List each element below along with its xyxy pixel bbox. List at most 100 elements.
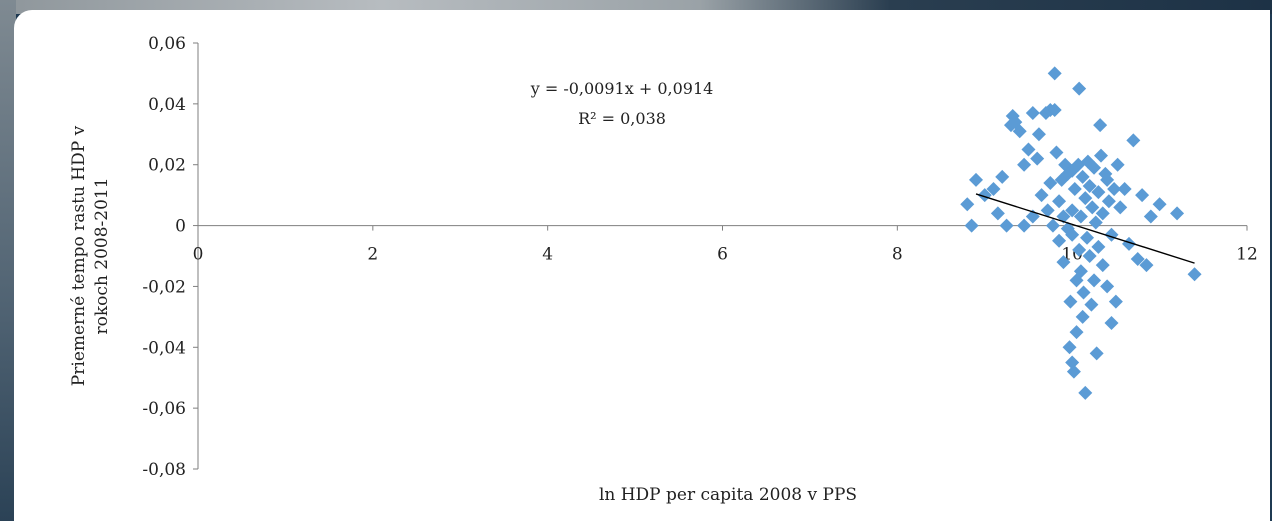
scatter-point	[1075, 169, 1090, 184]
scatter-point	[1045, 218, 1060, 233]
scatter-point	[1047, 102, 1062, 117]
scatter-point	[1052, 233, 1067, 248]
scatter-point	[1117, 182, 1132, 197]
scatter-point	[1107, 182, 1122, 197]
scatter-point	[1187, 267, 1202, 282]
scatter-point	[1065, 355, 1080, 370]
scatter-point	[990, 206, 1005, 221]
scatter-point	[1091, 239, 1106, 254]
scatter-point	[1085, 200, 1100, 215]
y-tick-label: -0,06	[142, 399, 186, 419]
scatter-point	[1034, 188, 1049, 203]
scatter-point	[1108, 294, 1123, 309]
scatter-point	[1094, 148, 1109, 163]
scatter-point	[1072, 81, 1087, 96]
scatter-point	[1047, 66, 1062, 81]
y-tick-label: 0	[175, 217, 186, 237]
scatter-chart: 0,06 0,04 0,02 0 -0,02 -0,04 -0,06 -0,08 0 2 4 6 8 1…	[69, 34, 1258, 505]
chart-panel: 0,06 0,04 0,02 0 -0,02 -0,04 -0,06 -0,08 0 2 4 6 8 1…	[14, 10, 1270, 521]
scatter-point	[1078, 385, 1093, 400]
scatter-point	[1095, 206, 1110, 221]
scatter-point	[1082, 249, 1097, 263]
scatter-point	[1031, 127, 1046, 142]
scatter-point	[1062, 340, 1077, 355]
scatter-point	[1078, 191, 1093, 206]
scatter-point	[1012, 124, 1027, 139]
y-axis: 0,06 0,04 0,02 0 -0,02 -0,04 -0,06 -0,08	[142, 34, 199, 480]
scatter-point	[1088, 215, 1103, 230]
scatter-point	[1100, 279, 1115, 294]
scatter-point	[1069, 325, 1084, 340]
scatter-point	[969, 172, 984, 187]
scatter-point	[1089, 346, 1104, 361]
scatter-point	[1101, 194, 1116, 209]
scatter-point	[1030, 151, 1045, 166]
scatter-point	[1017, 157, 1032, 172]
scatter-point	[1110, 157, 1125, 172]
scatter-point	[1025, 209, 1040, 224]
y-axis-title-line1: Priemerné tempo rastu HDP v	[69, 125, 89, 386]
scatter-point	[1073, 209, 1088, 224]
y-tick-label: -0,04	[142, 338, 186, 358]
scatter-point	[1152, 197, 1167, 212]
scatter-point	[1065, 227, 1080, 242]
x-tick-label: 4	[542, 245, 553, 265]
x-tick-label: 12	[1236, 245, 1258, 265]
trendline-r-squared: R² = 0,038	[578, 109, 666, 128]
scatter-point	[1073, 264, 1088, 279]
background-edge	[0, 0, 16, 521]
x-tick-label: 6	[717, 245, 728, 265]
scatter-point	[1087, 160, 1102, 175]
y-axis-title-line2: rokoch 2008-2011	[92, 177, 112, 334]
y-tick-label: -0,02	[142, 277, 186, 297]
x-tick-label: 0	[193, 245, 204, 265]
scatter-point	[1126, 133, 1141, 148]
scatter-point	[1100, 172, 1115, 187]
y-tick-label: 0,02	[148, 156, 186, 176]
x-axis-title: ln HDP per capita 2008 v PPS	[599, 485, 857, 505]
scatter-point	[1072, 242, 1087, 257]
scatter-point	[1063, 294, 1078, 309]
scatter-point	[1066, 364, 1081, 379]
x-tick-label: 8	[892, 245, 903, 265]
scatter-point	[1075, 309, 1090, 324]
scatter-point	[1170, 206, 1185, 221]
scatter-point	[999, 218, 1014, 233]
scatter-point	[1040, 203, 1055, 218]
scatter-point	[964, 218, 979, 233]
scatter-point	[1093, 118, 1108, 133]
scatter-point	[1143, 209, 1158, 224]
scatter-point	[1021, 142, 1036, 157]
data-points	[960, 66, 1202, 400]
scatter-point	[977, 188, 992, 203]
scatter-point	[1087, 273, 1102, 288]
scatter-point	[1104, 315, 1119, 330]
scatter-point	[1082, 179, 1097, 194]
scatter-point	[1121, 236, 1136, 251]
scatter-point	[1135, 188, 1150, 203]
scatter-point	[1095, 258, 1110, 273]
scatter-point	[960, 197, 975, 212]
scatter-point	[1043, 175, 1058, 190]
scatter-point	[1076, 285, 1091, 300]
scatter-point	[1067, 182, 1082, 197]
y-tick-label: -0,08	[142, 460, 186, 480]
scatter-point	[1084, 297, 1099, 312]
scatter-point	[1091, 185, 1106, 200]
scatter-point	[1017, 218, 1032, 233]
x-tick-label: 2	[367, 245, 378, 265]
scatter-point	[1052, 194, 1067, 209]
scatter-point	[986, 182, 1001, 197]
scatter-point	[1049, 145, 1064, 160]
scatter-point	[1025, 105, 1040, 120]
scatter-point	[1080, 230, 1095, 245]
y-tick-label: 0,04	[148, 95, 186, 115]
scatter-point	[995, 169, 1010, 184]
y-tick-label: 0,06	[148, 34, 186, 54]
scatter-point	[1139, 258, 1154, 273]
scatter-point	[1056, 255, 1071, 270]
scatter-point	[1065, 203, 1080, 218]
trendline-equation: y = -0,0091x + 0,0914	[530, 79, 714, 98]
scatter-point	[1130, 252, 1145, 267]
trendline	[975, 193, 1195, 264]
